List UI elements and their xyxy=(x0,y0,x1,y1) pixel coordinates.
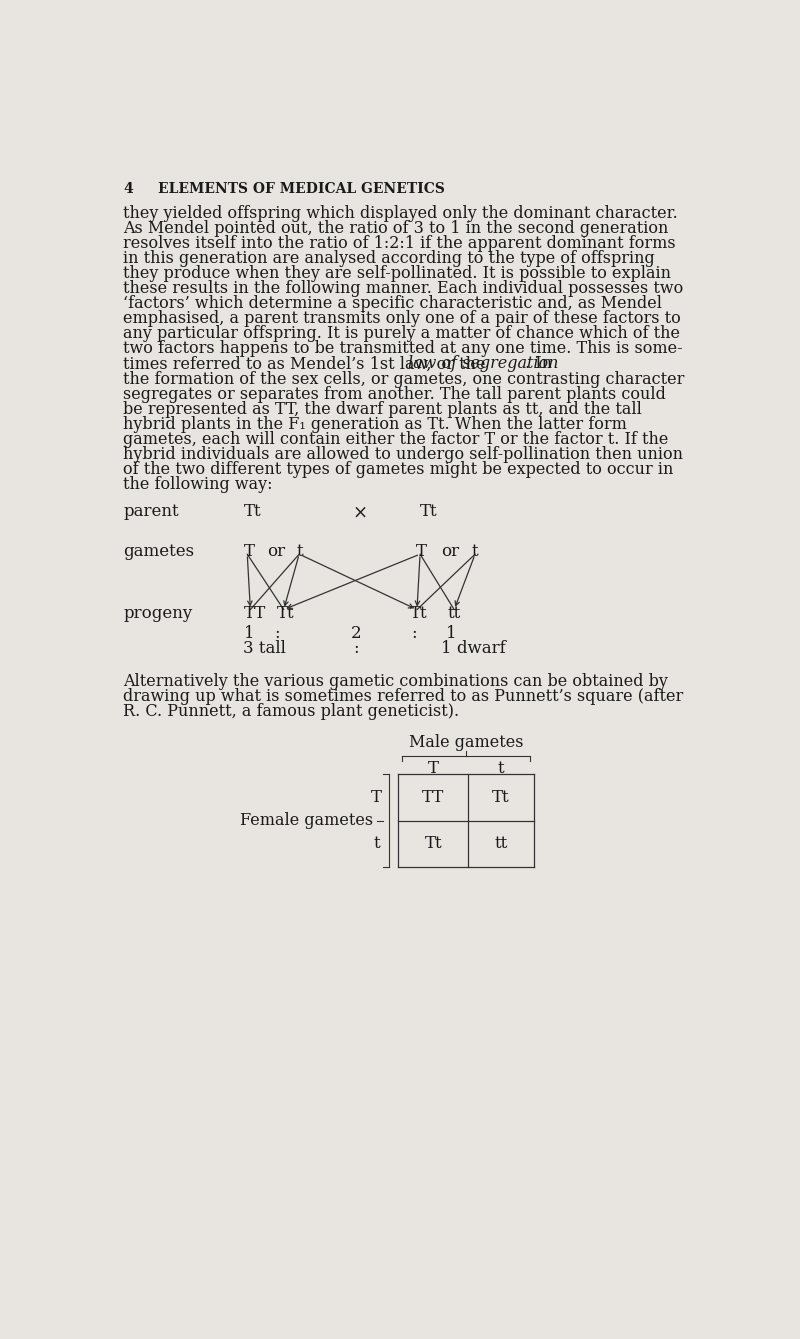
Text: law of segregation: law of segregation xyxy=(408,355,558,372)
Text: in this generation are analysed according to the type of offspring: in this generation are analysed accordin… xyxy=(123,250,655,268)
Text: 1 dwarf: 1 dwarf xyxy=(441,640,506,657)
Text: 2: 2 xyxy=(350,625,361,641)
Text: ‘factors’ which determine a specific characteristic and, as Mendel: ‘factors’ which determine a specific cha… xyxy=(123,296,662,312)
Text: t: t xyxy=(498,759,504,777)
Text: they yielded offspring which displayed only the dominant character.: they yielded offspring which displayed o… xyxy=(123,205,678,222)
Text: times referred to as Mendel’s 1st law, or the: times referred to as Mendel’s 1st law, o… xyxy=(123,355,491,372)
Text: or: or xyxy=(266,544,285,560)
Text: T: T xyxy=(416,544,427,560)
Text: :: : xyxy=(411,625,417,641)
Text: hybrid plants in the F₁ generation as Tt. When the latter form: hybrid plants in the F₁ generation as Tt… xyxy=(123,415,627,432)
Text: 3 tall: 3 tall xyxy=(243,640,286,657)
Text: be represented as TT, the dwarf parent plants as tt, and the tall: be represented as TT, the dwarf parent p… xyxy=(123,400,642,418)
Text: progeny: progeny xyxy=(123,605,193,623)
Text: t: t xyxy=(374,836,380,852)
Text: tt: tt xyxy=(447,605,461,623)
Text: any particular offspring. It is purely a matter of chance which of the: any particular offspring. It is purely a… xyxy=(123,325,680,343)
Text: 1: 1 xyxy=(446,625,456,641)
Text: Tt: Tt xyxy=(410,605,428,623)
Text: 4: 4 xyxy=(123,182,133,197)
Text: hybrid individuals are allowed to undergo self-pollination then union: hybrid individuals are allowed to underg… xyxy=(123,446,683,462)
Text: parent: parent xyxy=(123,503,179,521)
Text: . In: . In xyxy=(525,355,552,372)
Text: As Mendel pointed out, the ratio of 3 to 1 in the second generation: As Mendel pointed out, the ratio of 3 to… xyxy=(123,221,669,237)
Text: Female gametes: Female gametes xyxy=(241,811,374,829)
Text: ELEMENTS OF MEDICAL GENETICS: ELEMENTS OF MEDICAL GENETICS xyxy=(158,182,445,197)
Text: ×: × xyxy=(352,503,367,521)
Text: T: T xyxy=(428,759,438,777)
Text: resolves itself into the ratio of 1:2:1 if the apparent dominant forms: resolves itself into the ratio of 1:2:1 … xyxy=(123,236,676,252)
Text: or: or xyxy=(441,544,459,560)
Text: R. C. Punnett, a famous plant geneticist).: R. C. Punnett, a famous plant geneticist… xyxy=(123,703,459,720)
Text: these results in the following manner. Each individual possesses two: these results in the following manner. E… xyxy=(123,280,683,297)
Text: gametes, each will contain either the factor T or the factor t. If the: gametes, each will contain either the fa… xyxy=(123,431,669,447)
Text: T: T xyxy=(243,544,254,560)
Text: Tt: Tt xyxy=(425,836,442,852)
Text: t: t xyxy=(472,544,478,560)
Text: Tt: Tt xyxy=(420,503,438,521)
Text: gametes: gametes xyxy=(123,544,194,560)
Text: segregates or separates from another. The tall parent plants could: segregates or separates from another. Th… xyxy=(123,386,666,403)
Text: t: t xyxy=(296,544,302,560)
Text: tt: tt xyxy=(494,836,508,852)
Text: :: : xyxy=(274,625,279,641)
Text: emphasised, a parent transmits only one of a pair of these factors to: emphasised, a parent transmits only one … xyxy=(123,311,681,328)
Text: the formation of the sex cells, or gametes, one contrasting character: the formation of the sex cells, or gamet… xyxy=(123,371,685,387)
Text: the following way:: the following way: xyxy=(123,475,273,493)
Text: Tt: Tt xyxy=(277,605,294,623)
Text: Tt: Tt xyxy=(492,789,510,806)
Text: Tt: Tt xyxy=(243,503,261,521)
Text: Alternatively the various gametic combinations can be obtained by: Alternatively the various gametic combin… xyxy=(123,672,668,690)
Text: :: : xyxy=(353,640,358,657)
Text: they produce when they are self-pollinated. It is possible to explain: they produce when they are self-pollinat… xyxy=(123,265,671,283)
Text: TT: TT xyxy=(243,605,266,623)
Text: TT: TT xyxy=(422,789,444,806)
Text: 1: 1 xyxy=(244,625,255,641)
Text: drawing up what is sometimes referred to as Punnett’s square (after: drawing up what is sometimes referred to… xyxy=(123,688,683,704)
Text: T: T xyxy=(371,789,382,806)
Text: Male gametes: Male gametes xyxy=(409,734,523,751)
Text: of the two different types of gametes might be expected to occur in: of the two different types of gametes mi… xyxy=(123,461,674,478)
Text: two factors happens to be transmitted at any one time. This is some-: two factors happens to be transmitted at… xyxy=(123,340,683,358)
